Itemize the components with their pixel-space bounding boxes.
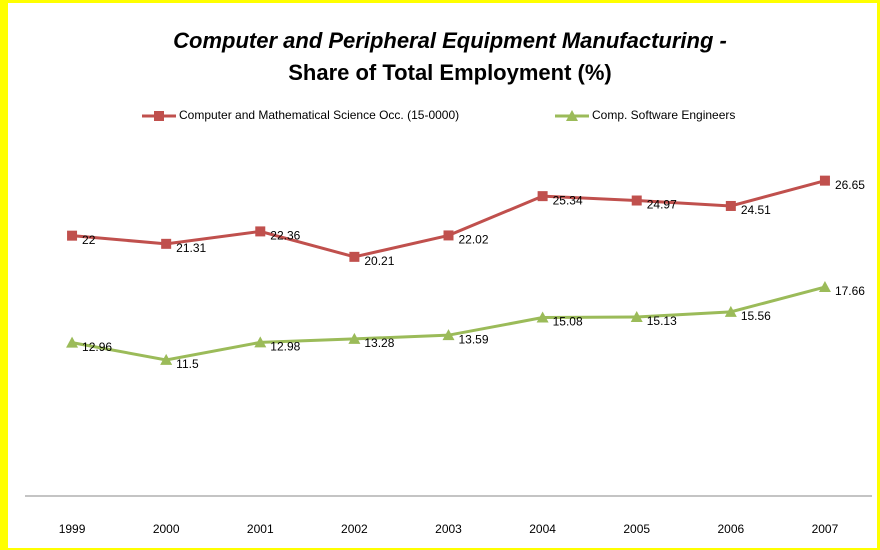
legend-label: Computer and Mathematical Science Occ. (… <box>179 108 459 122</box>
data-label: 15.56 <box>741 309 771 323</box>
data-label: 15.08 <box>553 315 583 329</box>
x-tick-label: 2007 <box>812 522 839 536</box>
data-label: 17.66 <box>835 284 865 298</box>
data-point <box>631 195 642 206</box>
data-label: 13.28 <box>364 336 394 350</box>
legend-marker <box>154 111 164 121</box>
x-tick-label: 2001 <box>247 522 274 536</box>
x-tick-label: 2005 <box>623 522 650 536</box>
data-point <box>348 332 361 344</box>
data-point <box>349 251 360 262</box>
x-tick-label: 1999 <box>59 522 86 536</box>
x-tick-label: 2006 <box>717 522 744 536</box>
x-tick-label: 2002 <box>341 522 368 536</box>
data-label: 24.97 <box>647 198 677 212</box>
data-point <box>724 305 737 317</box>
data-point <box>630 310 643 322</box>
data-label: 15.13 <box>647 314 677 328</box>
data-label: 24.51 <box>741 203 771 217</box>
data-label: 12.98 <box>270 340 300 354</box>
x-tick-label: 2000 <box>153 522 180 536</box>
data-point <box>725 200 736 211</box>
plot-background <box>8 3 877 548</box>
data-point <box>66 336 79 348</box>
chart-subtitle: Share of Total Employment (%) <box>288 60 612 85</box>
legend-marker <box>566 110 578 121</box>
data-label: 25.34 <box>553 193 583 207</box>
data-label: 20.21 <box>364 254 394 268</box>
x-tick-label: 2004 <box>529 522 556 536</box>
data-label: 12.96 <box>82 340 112 354</box>
data-point <box>160 353 173 365</box>
data-label: 22.36 <box>270 229 300 243</box>
data-point <box>536 311 549 323</box>
data-label: 22 <box>82 233 96 247</box>
data-label: 22.02 <box>459 233 489 247</box>
data-label: 21.31 <box>176 241 206 255</box>
legend-label: Comp. Software Engineers <box>592 108 735 122</box>
data-label: 26.65 <box>835 178 865 192</box>
data-point <box>161 238 172 249</box>
chart-title: Computer and Peripheral Equipment Manufa… <box>173 28 727 53</box>
data-point <box>67 230 78 241</box>
data-point <box>819 175 830 186</box>
data-point <box>443 230 454 241</box>
data-point <box>255 226 266 237</box>
data-label: 11.5 <box>176 357 199 371</box>
data-point <box>818 281 831 293</box>
data-point <box>442 329 455 341</box>
x-tick-label: 2003 <box>435 522 462 536</box>
data-point <box>254 336 267 348</box>
data-point <box>537 191 548 202</box>
data-label: 13.59 <box>459 332 489 346</box>
